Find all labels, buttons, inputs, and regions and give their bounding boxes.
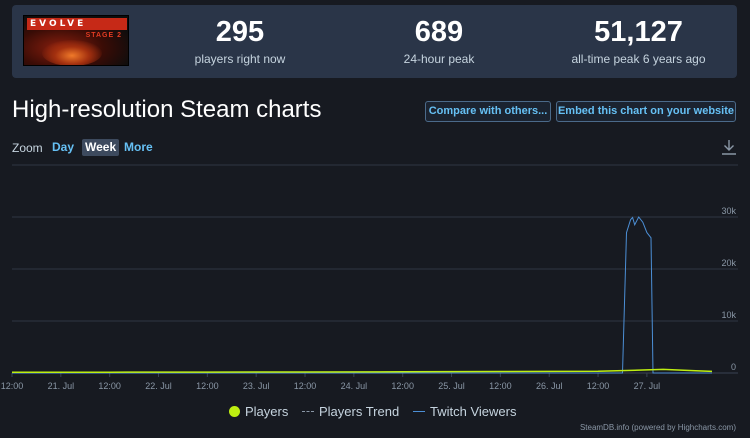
- players-dot-icon: [229, 406, 240, 417]
- stat-label: players right now: [194, 52, 286, 66]
- chart-credits[interactable]: SteamDB.info (powered by Highcharts.com): [579, 423, 736, 432]
- stat-24h-peak: 689 24-hour peak: [374, 15, 504, 66]
- logo-subtitle: STAGE 2: [85, 32, 122, 39]
- zoom-label: Zoom: [12, 141, 43, 155]
- x-tick-label: 26. Jul: [536, 381, 563, 391]
- stat-all-time-peak: 51,127 all-time peak 6 years ago: [561, 15, 716, 66]
- logo-creature-image: [42, 40, 102, 65]
- embed-chart-button[interactable]: Embed this chart on your website: [556, 101, 736, 122]
- y-tick-label: 10k: [721, 310, 736, 320]
- legend-players-trend[interactable]: Players Trend: [302, 404, 399, 419]
- legend-twitch-viewers[interactable]: Twitch Viewers: [413, 404, 516, 419]
- compare-button[interactable]: Compare with others...: [425, 101, 551, 122]
- stat-value: 689: [414, 16, 464, 48]
- zoom-more-button[interactable]: More: [124, 140, 153, 154]
- series-twitch-viewers-line: [12, 216, 712, 374]
- y-tick-label: 0: [731, 362, 736, 372]
- zoom-day-button[interactable]: Day: [52, 140, 75, 154]
- y-tick-label: 30k: [721, 206, 736, 216]
- x-tick-label: 27. Jul: [634, 381, 661, 391]
- download-icon[interactable]: [721, 139, 737, 156]
- y-tick-label: 20k: [721, 258, 736, 268]
- x-tick-label: 12:00: [391, 381, 414, 391]
- x-tick-label: 24. Jul: [341, 381, 368, 391]
- x-tick-label: 12:00: [98, 381, 121, 391]
- x-tick-label: 12:00: [294, 381, 317, 391]
- legend-twitch-label: Twitch Viewers: [430, 404, 517, 419]
- x-tick-label: 12:00: [1, 381, 24, 391]
- series-players-line: [12, 368, 713, 373]
- x-tick-label: 12:00: [196, 381, 219, 391]
- zoom-week-button[interactable]: Week: [82, 139, 120, 156]
- x-tick-label: 12:00: [587, 381, 610, 391]
- x-tick-label: 23. Jul: [243, 381, 270, 391]
- logo-title: EVOLVE: [27, 18, 127, 30]
- game-logo[interactable]: EVOLVE STAGE 2: [23, 15, 129, 66]
- solid-line-icon: [413, 411, 425, 412]
- stats-bar: EVOLVE STAGE 2 295 players right now 689…: [12, 5, 737, 78]
- legend-players[interactable]: Players: [229, 404, 288, 419]
- legend-players-label: Players: [245, 404, 289, 419]
- player-chart[interactable]: 0 10k 20k 30k 12:00 21. Jul 12:00 22. Jul 12:00 2…: [0, 160, 750, 400]
- x-tick-label: 25. Jul: [438, 381, 465, 391]
- dashed-line-icon: [302, 411, 314, 412]
- stat-current-players: 295 players right now: [175, 15, 305, 66]
- stat-label: all-time peak 6 years ago: [571, 52, 706, 66]
- stat-label: 24-hour peak: [403, 52, 475, 66]
- stat-value: 295: [215, 16, 265, 48]
- stat-value: 51,127: [594, 16, 683, 48]
- x-tick-label: 12:00: [489, 381, 512, 391]
- page-title: High-resolution Steam charts: [12, 96, 322, 123]
- x-tick-label: 21. Jul: [48, 381, 75, 391]
- x-tick-label: 22. Jul: [145, 381, 172, 391]
- legend-trend-label: Players Trend: [319, 404, 400, 419]
